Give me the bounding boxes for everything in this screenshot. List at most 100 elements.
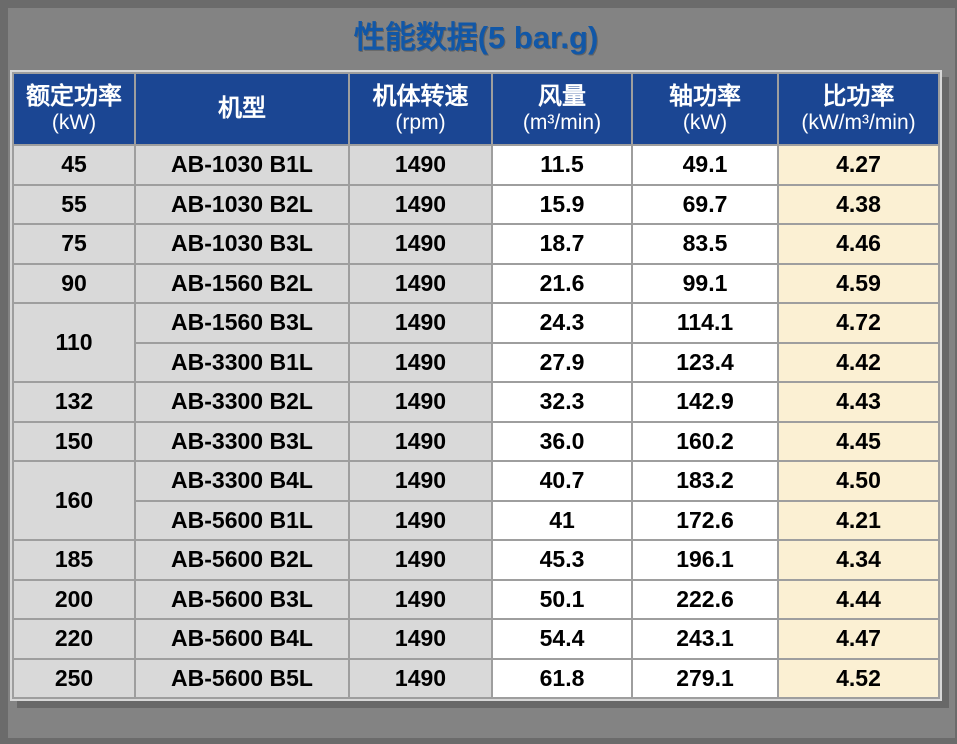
cell-flow: 61.8 bbox=[491, 657, 633, 699]
column-header-text: 机体转速 (rpm) bbox=[351, 83, 490, 135]
cell-rpm: 1490 bbox=[348, 618, 493, 660]
cell-model: AB-5600 B3L bbox=[134, 578, 350, 620]
cell-model: AB-5600 B4L bbox=[134, 618, 350, 660]
column-header-text: 比功率 (kW/m³/min) bbox=[780, 83, 937, 135]
cell-model: AB-3300 B3L bbox=[134, 420, 350, 462]
cell-rated: 150 bbox=[12, 420, 136, 462]
table-header: 额定功率 (kW) 机型 机体转速 (rpm) 风量 (m³/min) 轴功率 (kW) 比功率(… bbox=[12, 72, 940, 146]
cell-rated: 220 bbox=[12, 618, 136, 660]
cell-specific: 4.21 bbox=[777, 499, 940, 541]
cell-shaft: 69.7 bbox=[631, 183, 779, 225]
cell-rpm: 1490 bbox=[348, 381, 493, 423]
column-header-text: 额定功率 (kW) bbox=[15, 83, 133, 135]
page-background: 性能数据(5 bar.g) 额定功率 (kW) 机型 机体转速 (rpm) 风量 (m³/m… bbox=[8, 8, 955, 738]
cell-rated: 75 bbox=[12, 223, 136, 265]
cell-rated: 250 bbox=[12, 657, 136, 699]
cell-rated: 90 bbox=[12, 262, 136, 304]
cell-rpm: 1490 bbox=[348, 183, 493, 225]
cell-flow: 11.5 bbox=[491, 144, 633, 186]
cell-shaft: 183.2 bbox=[631, 460, 779, 502]
performance-table: 额定功率 (kW) 机型 机体转速 (rpm) 风量 (m³/min) 轴功率 (kW) 比功率(… bbox=[12, 72, 940, 699]
cell-shaft: 49.1 bbox=[631, 144, 779, 186]
cell-rpm: 1490 bbox=[348, 499, 493, 541]
cell-flow: 36.0 bbox=[491, 420, 633, 462]
cell-rpm: 1490 bbox=[348, 460, 493, 502]
cell-shaft: 243.1 bbox=[631, 618, 779, 660]
column-header-flow: 风量 (m³/min) bbox=[491, 72, 633, 146]
table-body: 45 AB-1030 B1L 1490 11.5 49.1 4.27 55 AB-1030 B… bbox=[12, 144, 940, 699]
cell-flow: 32.3 bbox=[491, 381, 633, 423]
table-row: 90 AB-1560 B2L 1490 21.6 99.1 4.59 bbox=[12, 262, 940, 304]
cell-flow: 27.9 bbox=[491, 341, 633, 383]
cell-specific: 4.52 bbox=[777, 657, 940, 699]
cell-rpm: 1490 bbox=[348, 223, 493, 265]
header-line1: 机体转速 bbox=[372, 83, 469, 111]
header-line1: 风量 bbox=[538, 83, 586, 111]
cell-model: AB-1030 B2L bbox=[134, 183, 350, 225]
cell-rated: 132 bbox=[12, 381, 136, 423]
cell-rated: 185 bbox=[12, 539, 136, 581]
cell-rpm: 1490 bbox=[348, 302, 493, 344]
cell-flow: 21.6 bbox=[491, 262, 633, 304]
cell-specific: 4.34 bbox=[777, 539, 940, 581]
cell-specific: 4.46 bbox=[777, 223, 940, 265]
cell-shaft: 196.1 bbox=[631, 539, 779, 581]
cell-flow: 41 bbox=[491, 499, 633, 541]
cell-rpm: 1490 bbox=[348, 420, 493, 462]
cell-model: AB-1560 B2L bbox=[134, 262, 350, 304]
cell-model: AB-3300 B1L bbox=[134, 341, 350, 383]
cell-model: AB-5600 B2L bbox=[134, 539, 350, 581]
column-header-text: 风量 (m³/min) bbox=[494, 83, 630, 135]
cell-rpm: 1490 bbox=[348, 539, 493, 581]
cell-specific: 4.47 bbox=[777, 618, 940, 660]
cell-rpm: 1490 bbox=[348, 657, 493, 699]
table-row: 132 AB-3300 B2L 1490 32.3 142.9 4.43 bbox=[12, 381, 940, 423]
cell-rated: 55 bbox=[12, 183, 136, 225]
cell-model: AB-3300 B2L bbox=[134, 381, 350, 423]
cell-shaft: 172.6 bbox=[631, 499, 779, 541]
cell-shaft: 160.2 bbox=[631, 420, 779, 462]
cell-shaft: 83.5 bbox=[631, 223, 779, 265]
header-row: 额定功率 (kW) 机型 机体转速 (rpm) 风量 (m³/min) 轴功率 (kW) 比功率(… bbox=[12, 72, 940, 146]
cell-specific: 4.50 bbox=[777, 460, 940, 502]
cell-shaft: 114.1 bbox=[631, 302, 779, 344]
header-line2: (kW) bbox=[51, 110, 97, 134]
cell-model: AB-5600 B1L bbox=[134, 499, 350, 541]
cell-shaft: 123.4 bbox=[631, 341, 779, 383]
page-title: 性能数据(5 bar.g) bbox=[353, 20, 599, 55]
cell-rated: 160 bbox=[12, 460, 136, 541]
column-header-text: 轴功率 (kW) bbox=[634, 83, 776, 135]
header-line1: 机型 bbox=[218, 95, 266, 123]
column-header-specific: 比功率 (kW/m³/min) bbox=[777, 72, 940, 146]
cell-specific: 4.45 bbox=[777, 420, 940, 462]
cell-flow: 40.7 bbox=[491, 460, 633, 502]
cell-specific: 4.59 bbox=[777, 262, 940, 304]
cell-specific: 4.42 bbox=[777, 341, 940, 383]
column-header-rpm: 机体转速 (rpm) bbox=[348, 72, 493, 146]
cell-model: AB-1560 B3L bbox=[134, 302, 350, 344]
cell-model: AB-1030 B1L bbox=[134, 144, 350, 186]
table-row: AB-5600 B1L 1490 41 172.6 4.21 bbox=[13, 499, 940, 541]
column-header-shaft: 轴功率 (kW) bbox=[631, 72, 779, 146]
cell-rated: 110 bbox=[12, 302, 136, 383]
header-line2: (kW/m³/min) bbox=[801, 110, 916, 134]
cell-flow: 50.1 bbox=[491, 578, 633, 620]
cell-shaft: 99.1 bbox=[631, 262, 779, 304]
table-row: 45 AB-1030 B1L 1490 11.5 49.1 4.27 bbox=[12, 144, 940, 186]
header-line1: 轴功率 bbox=[669, 83, 741, 111]
table-row: 185 AB-5600 B2L 1490 45.3 196.1 4.34 bbox=[12, 539, 940, 581]
cell-rated: 200 bbox=[12, 578, 136, 620]
header-line2: (rpm) bbox=[395, 110, 446, 134]
cell-specific: 4.27 bbox=[777, 144, 940, 186]
cell-model: AB-5600 B5L bbox=[134, 657, 350, 699]
cell-rpm: 1490 bbox=[348, 341, 493, 383]
table-row: 150 AB-3300 B3L 1490 36.0 160.2 4.45 bbox=[12, 420, 940, 462]
cell-flow: 18.7 bbox=[491, 223, 633, 265]
header-line2: (kW) bbox=[682, 110, 728, 134]
cell-model: AB-3300 B4L bbox=[134, 460, 350, 502]
cell-flow: 45.3 bbox=[491, 539, 633, 581]
cell-model: AB-1030 B3L bbox=[134, 223, 350, 265]
table-row: 160 AB-3300 B4L 1490 40.7 183.2 4.50 bbox=[12, 460, 940, 541]
cell-rated: 45 bbox=[12, 144, 136, 186]
column-header-rated: 额定功率 (kW) bbox=[12, 72, 136, 146]
